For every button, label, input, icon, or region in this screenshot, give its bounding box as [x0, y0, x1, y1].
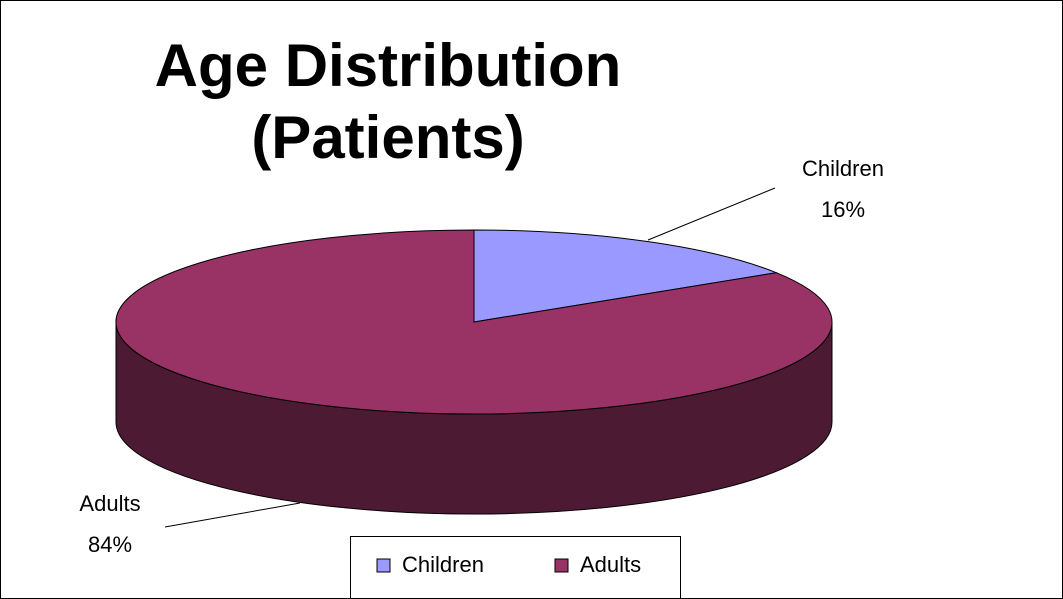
data-label-value: 84% [88, 532, 132, 557]
chart-title: Age Distribution (Patients) [154, 32, 622, 171]
legend-swatch [554, 558, 569, 573]
legend-swatch [376, 558, 391, 573]
slice [115, 229, 833, 415]
leader-line [164, 502, 301, 528]
data-label-name: Adults [79, 491, 140, 516]
data-label-value: 16% [821, 197, 865, 222]
data-label-name: Children [802, 156, 884, 181]
leader-line [647, 187, 776, 241]
slice [473, 229, 779, 323]
legend-label: Adults [580, 552, 641, 577]
legend-label: Children [402, 552, 484, 577]
